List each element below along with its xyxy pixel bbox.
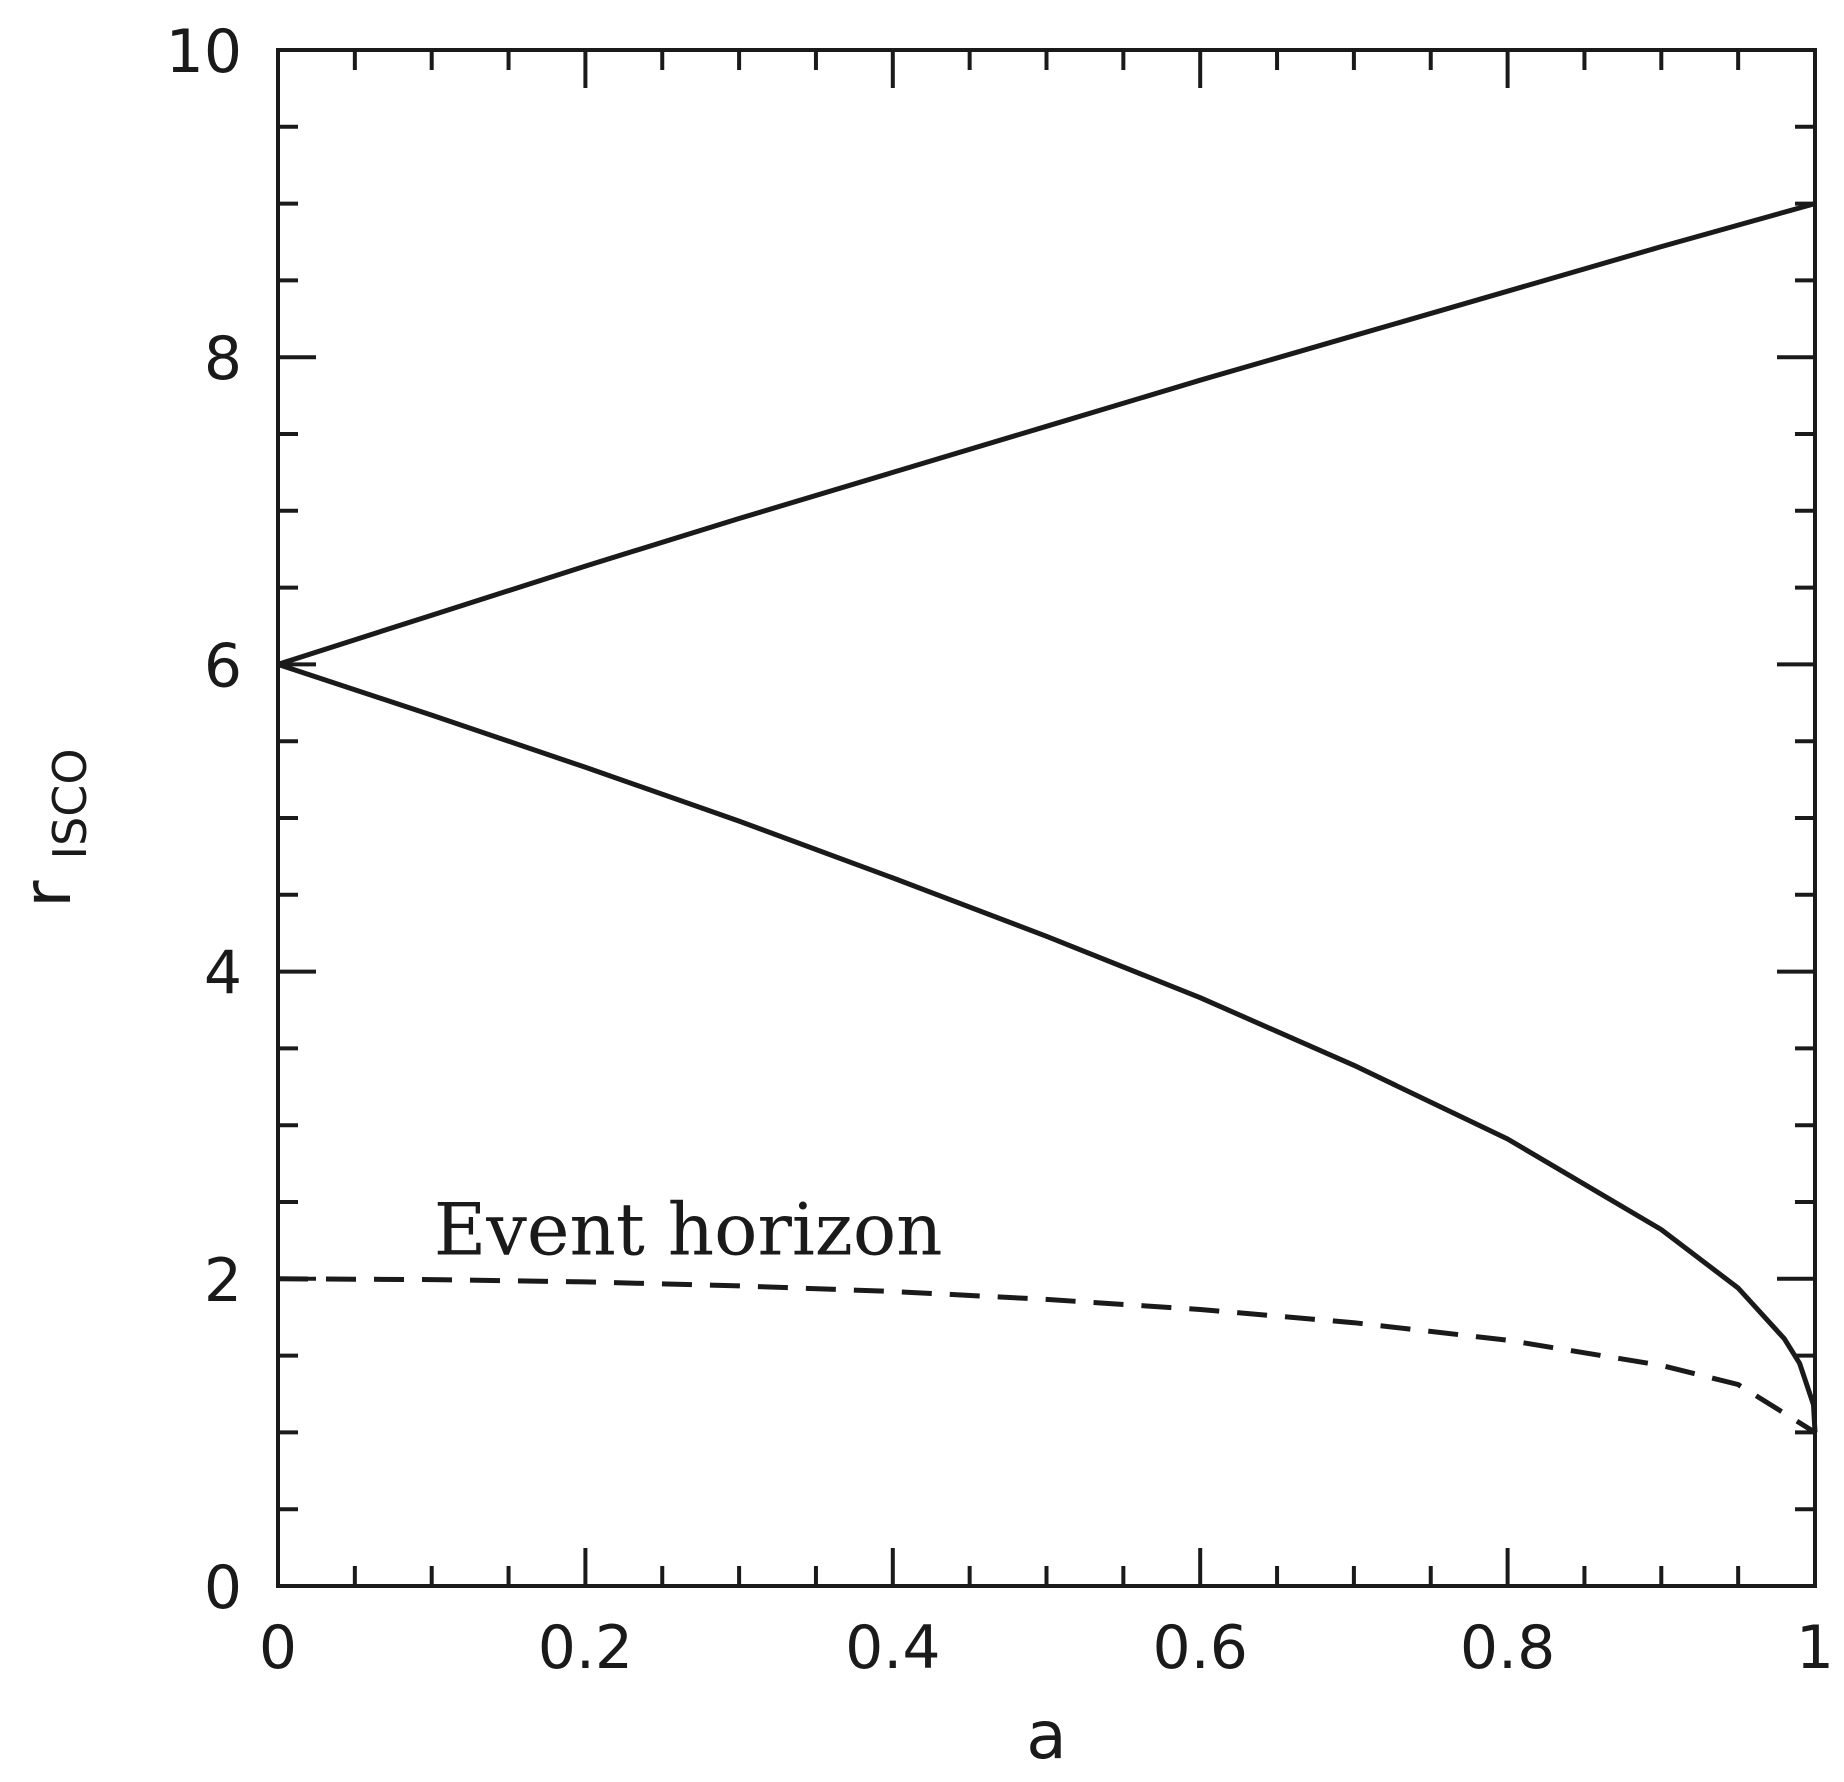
y-axis-title-main: r [9,880,86,908]
x-tick-label: 0.6 [1152,1613,1247,1683]
x-tick-label: 0.8 [1460,1613,1555,1683]
series-line-2 [277,1276,1817,1435]
event-horizon-label: Event horizon [434,1188,943,1272]
x-tick-label: 0.2 [538,1613,633,1683]
y-tick-label: 6 [204,631,242,701]
y-axis-title: r ISCO [9,748,97,907]
plot-frame [276,48,1817,1588]
y-tick-label: 2 [204,1246,242,1316]
x-axis-title: a [1026,1697,1066,1774]
y-axis-title-subscript: ISCO [43,748,97,859]
y-tick-label: 8 [204,324,242,394]
series-line-0 [277,201,1816,667]
tick-marks [276,48,1817,1588]
series-line-1 [277,662,1818,1433]
x-tick-label: 0 [259,1613,297,1683]
y-tick-label: 10 [166,17,242,87]
series-lines [277,201,1818,1435]
y-tick-label: 0 [204,1553,242,1623]
x-tick-label: 0.4 [845,1613,940,1683]
y-tick-label: 4 [204,939,242,1009]
x-tick-label: 1 [1796,1613,1834,1683]
